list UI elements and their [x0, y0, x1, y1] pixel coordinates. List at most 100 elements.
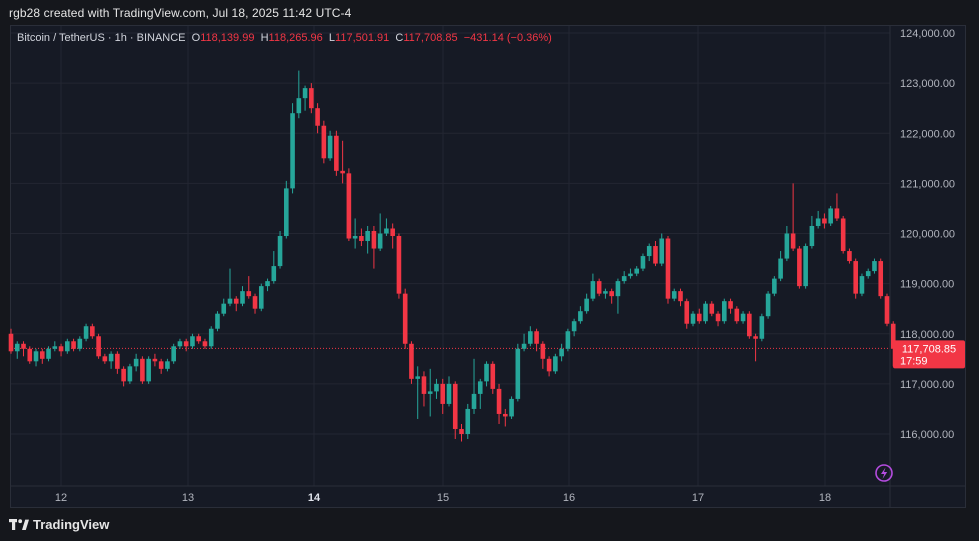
- candle-body: [590, 281, 596, 299]
- candle-body: [8, 333, 14, 352]
- candle-body: [65, 341, 70, 352]
- candle-body: [465, 408, 471, 434]
- candle-body: [21, 343, 26, 349]
- candle-body: [496, 388, 502, 414]
- candle-body: [371, 230, 377, 249]
- candle-body: [740, 313, 746, 322]
- candle-body: [521, 343, 527, 349]
- symbol-label[interactable]: Bitcoin / TetherUS · 1h · BINANCE: [17, 32, 186, 44]
- candle-body: [108, 353, 114, 362]
- low-value: 117,501.91: [335, 32, 390, 44]
- candle-body: [759, 316, 765, 339]
- candle-body: [352, 236, 358, 239]
- candle-body: [233, 298, 239, 304]
- candle-body: [778, 258, 783, 279]
- candle-body: [678, 291, 683, 302]
- candle-body: [828, 208, 833, 224]
- candle-body: [534, 331, 539, 344]
- candle-body: [665, 238, 671, 299]
- candle-body: [853, 261, 858, 294]
- candle-body: [872, 261, 877, 272]
- candle-body: [646, 246, 652, 257]
- candle-body: [703, 303, 708, 322]
- tradingview-logo[interactable]: TradingView: [9, 517, 109, 532]
- chart-caption: rgb28 created with TradingView.com, Jul …: [9, 6, 352, 20]
- y-axis-tick-label: 117,000.00: [900, 379, 954, 391]
- candle-body: [71, 341, 76, 349]
- candle-body: [815, 218, 821, 226]
- candle-body: [596, 281, 602, 294]
- last-price-tag: [893, 340, 965, 369]
- candle-body: [52, 346, 58, 349]
- candle-body: [365, 230, 370, 242]
- candle-body: [628, 273, 633, 277]
- candle-body: [484, 363, 489, 382]
- candle-body: [384, 228, 389, 234]
- candle-body: [859, 276, 865, 294]
- candle-body: [765, 293, 771, 317]
- candle-body: [434, 383, 439, 392]
- candle-body: [58, 346, 64, 352]
- candle-body: [584, 298, 589, 312]
- candle-body: [515, 348, 521, 399]
- candle-body: [490, 363, 496, 389]
- candle-body: [277, 236, 283, 267]
- candle-body: [571, 321, 577, 332]
- candle-body: [409, 343, 414, 379]
- candle-body: [171, 346, 176, 362]
- candle-body: [152, 358, 158, 362]
- candle-body: [659, 238, 665, 264]
- lightning-bolt-icon: [881, 467, 888, 479]
- candle-body: [302, 88, 308, 99]
- last-price-label: 117,708.85: [902, 343, 956, 355]
- close-value: 117,708.85: [403, 32, 458, 44]
- candle-body: [140, 358, 145, 382]
- x-axis-tick-label: 16: [563, 492, 575, 504]
- candle-body: [884, 296, 890, 324]
- candle-body: [747, 313, 752, 337]
- candle-body: [240, 291, 245, 304]
- candle-body: [721, 301, 727, 322]
- candle-body: [459, 428, 464, 434]
- candle-body: [440, 383, 446, 404]
- candle-body: [96, 336, 101, 357]
- candle-body: [327, 135, 333, 159]
- candle-body: [421, 376, 427, 394]
- candle-body: [477, 381, 483, 394]
- candle-body: [540, 343, 546, 359]
- candle-body: [728, 301, 733, 309]
- lightning-icon[interactable]: [875, 464, 893, 482]
- candle-body: [528, 331, 533, 344]
- candle-body: [27, 348, 33, 362]
- candle-body: [890, 323, 896, 349]
- candle-body: [621, 276, 627, 282]
- candle-body: [46, 348, 51, 359]
- candle-body: [509, 398, 514, 417]
- candle-body: [809, 225, 815, 247]
- candle-body: [14, 343, 20, 352]
- candle-body: [471, 393, 477, 409]
- candle-body: [284, 188, 289, 237]
- candle-body: [603, 291, 608, 294]
- candle-body: [296, 98, 302, 114]
- bar-countdown-label: 17:59: [900, 355, 928, 367]
- candle-body: [359, 236, 364, 242]
- open-value: 118,139.99: [200, 32, 255, 44]
- x-axis-tick-label: 18: [819, 492, 831, 504]
- y-axis-tick-label: 121,000.00: [900, 178, 955, 190]
- candle-body: [452, 383, 458, 429]
- tradingview-logo-text: TradingView: [33, 517, 110, 532]
- candle-body: [115, 353, 120, 369]
- candle-body: [709, 303, 715, 314]
- candle-body: [133, 358, 139, 367]
- candle-body: [615, 281, 621, 297]
- candle-body: [215, 313, 220, 329]
- candle-body: [227, 298, 233, 304]
- candle-body: [309, 88, 314, 109]
- candle-body: [653, 246, 658, 264]
- candle-body: [402, 293, 408, 344]
- candle-body: [446, 383, 452, 404]
- y-axis-tick-label: 119,000.00: [900, 279, 954, 291]
- candle-body: [553, 356, 558, 372]
